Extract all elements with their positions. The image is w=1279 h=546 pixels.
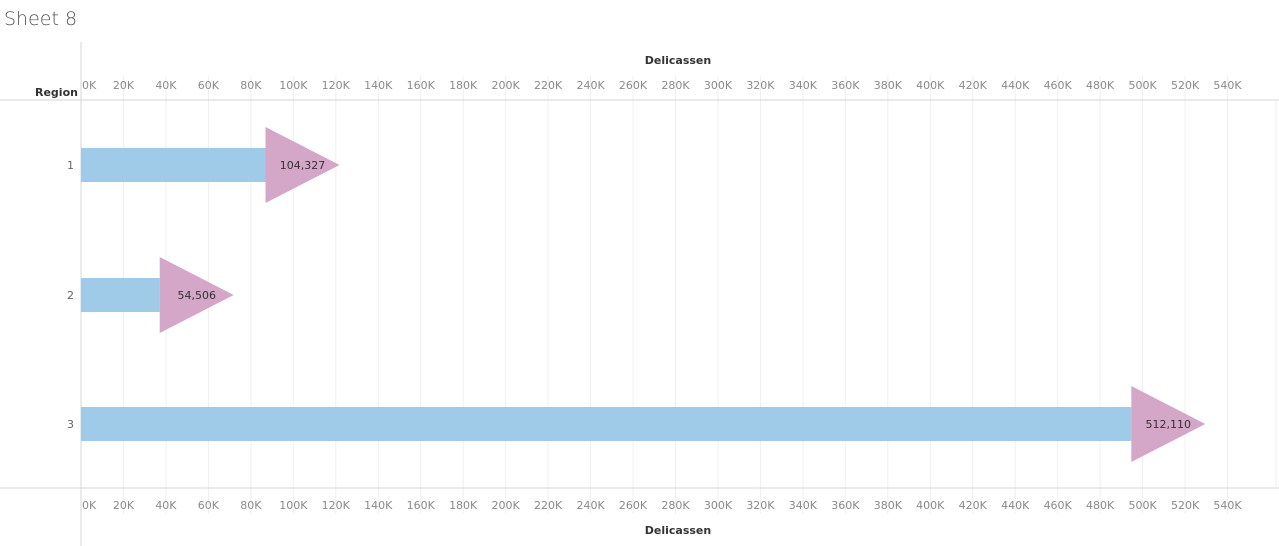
x-tick-label-top: 100K <box>279 79 308 92</box>
x-tick-label-bottom: 40K <box>155 499 177 512</box>
x-tick-label-bottom: 260K <box>619 499 648 512</box>
x-tick-label-top: 140K <box>364 79 393 92</box>
x-tick-label-bottom: 200K <box>492 499 521 512</box>
x-axis-title-bottom: Delicassen <box>645 524 711 537</box>
region-label-3: 3 <box>67 418 74 431</box>
x-tick-label-bottom: 360K <box>831 499 860 512</box>
x-tick-label-bottom: 420K <box>959 499 988 512</box>
x-tick-label-bottom: 440K <box>1001 499 1030 512</box>
x-tick-label-top: 400K <box>916 79 945 92</box>
x-tick-label-top: 540K <box>1213 79 1242 92</box>
x-tick-label-top: 220K <box>534 79 563 92</box>
x-tick-label-bottom: 320K <box>746 499 775 512</box>
bar-region-3 <box>81 407 1132 441</box>
x-tick-label-top: 520K <box>1171 79 1200 92</box>
triangle-markers <box>159 127 1206 462</box>
x-tick-label-top: 440K <box>1001 79 1030 92</box>
x-tick-label-bottom: 280K <box>661 499 690 512</box>
x-tick-label-top: 80K <box>240 79 262 92</box>
x-tick-label-top: 420K <box>959 79 988 92</box>
x-tick-label-bottom: 20K <box>113 499 135 512</box>
triangle-marker-region-3 <box>1131 386 1206 462</box>
x-tick-label-top: 360K <box>831 79 860 92</box>
x-tick-label-bottom: 160K <box>407 499 436 512</box>
x-tick-label-bottom: 60K <box>198 499 220 512</box>
region-label-2: 2 <box>67 289 74 302</box>
x-tick-label-bottom: 380K <box>874 499 903 512</box>
x-tick-label-bottom: 480K <box>1086 499 1115 512</box>
x-tick-label-bottom: 180K <box>449 499 478 512</box>
data-labels: 104,327 54,506 512,110 <box>177 159 1191 431</box>
bottom-axis-ticks: 0K 20K 40K 60K 80K 100K 120K 140K 160K 180K 200K 22… <box>82 499 1242 512</box>
x-tick-label-bottom: 240K <box>576 499 605 512</box>
x-axis-title-top: Delicassen <box>645 54 711 67</box>
x-tick-label-bottom: 80K <box>240 499 262 512</box>
x-tick-label-top: 300K <box>704 79 733 92</box>
x-tick-label-top: 0K <box>82 79 97 92</box>
x-tick-label-top: 500K <box>1128 79 1157 92</box>
x-tick-label-bottom: 220K <box>534 499 563 512</box>
region-label-1: 1 <box>67 159 74 172</box>
x-tick-label-bottom: 460K <box>1044 499 1073 512</box>
x-tick-label-top: 160K <box>407 79 436 92</box>
data-label-region-2: 54,506 <box>177 289 216 302</box>
x-tick-label-top: 240K <box>576 79 605 92</box>
triangle-marker-region-2 <box>159 257 234 333</box>
row-header-region: Region <box>35 86 78 99</box>
x-tick-label-top: 340K <box>789 79 818 92</box>
x-tick-label-top: 60K <box>198 79 220 92</box>
x-tick-label-bottom: 340K <box>789 499 818 512</box>
x-tick-label-top: 200K <box>492 79 521 92</box>
x-tick-label-top: 480K <box>1086 79 1115 92</box>
data-label-region-3: 512,110 <box>1146 418 1192 431</box>
x-tick-label-top: 280K <box>661 79 690 92</box>
x-tick-label-bottom: 400K <box>916 499 945 512</box>
x-tick-label-bottom: 100K <box>279 499 308 512</box>
x-tick-label-top: 40K <box>155 79 177 92</box>
bar-region-2 <box>81 278 160 312</box>
bar-region-1 <box>81 148 266 182</box>
region-labels: 1 2 3 <box>67 159 74 431</box>
top-axis-ticks: 0K 20K 40K 60K 80K 100K 120K 140K 160K 180K 200K 22… <box>82 79 1242 92</box>
x-tick-label-top: 380K <box>874 79 903 92</box>
x-tick-label-top: 180K <box>449 79 478 92</box>
x-tick-label-top: 460K <box>1044 79 1073 92</box>
x-tick-label-bottom: 500K <box>1128 499 1157 512</box>
x-tick-label-bottom: 300K <box>704 499 733 512</box>
x-tick-label-bottom: 140K <box>364 499 393 512</box>
x-tick-label-top: 320K <box>746 79 775 92</box>
x-tick-label-top: 260K <box>619 79 648 92</box>
bars <box>81 148 1132 441</box>
x-tick-label-bottom: 120K <box>322 499 351 512</box>
triangle-marker-region-1 <box>265 127 340 203</box>
x-tick-label-top: 120K <box>322 79 351 92</box>
data-label-region-1: 104,327 <box>280 159 326 172</box>
x-tick-label-top: 20K <box>113 79 135 92</box>
x-tick-label-bottom: 0K <box>82 499 97 512</box>
sheet-title: Sheet 8 <box>4 8 78 30</box>
x-tick-label-bottom: 540K <box>1213 499 1242 512</box>
x-tick-label-bottom: 520K <box>1171 499 1200 512</box>
